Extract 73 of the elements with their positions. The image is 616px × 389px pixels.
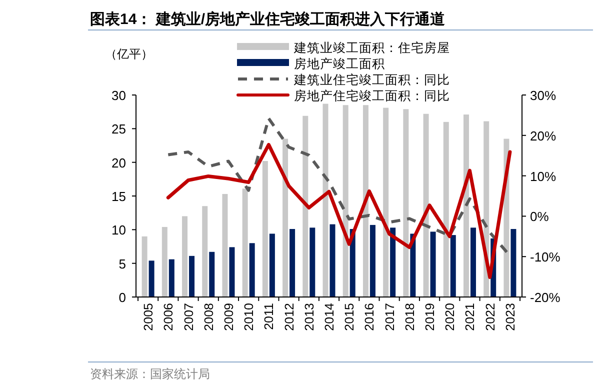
chart-title: 图表14： 建筑业/房地产业住宅竣工面积进入下行通道 <box>90 10 446 28</box>
x-tick-label: 2021 <box>463 302 478 331</box>
bar <box>290 228 296 297</box>
x-tick-label: 2010 <box>242 302 256 331</box>
y-tick-label: 10 <box>112 222 126 238</box>
y-tick-label: 20 <box>112 155 126 170</box>
y-tick-label: 30 <box>112 88 126 103</box>
bar <box>470 228 476 297</box>
bar <box>423 114 429 297</box>
bar <box>202 206 208 297</box>
y-axis-title: （亿平） <box>105 47 153 61</box>
legend-label: 房地产竣工面积 <box>294 56 385 71</box>
bar <box>282 138 288 297</box>
x-tick-label: 2012 <box>282 302 296 331</box>
bar <box>182 216 188 297</box>
x-tick-label: 2017 <box>382 302 397 331</box>
y-tick-label: 5 <box>118 256 126 272</box>
x-tick-label: 2005 <box>142 302 156 331</box>
bar <box>142 236 148 297</box>
bar <box>310 228 316 297</box>
bar <box>269 234 275 297</box>
x-tick-label: 2011 <box>262 302 276 330</box>
x-tick-label: 2015 <box>342 302 357 331</box>
y-tick-label: 15 <box>112 189 126 204</box>
bar <box>302 116 308 297</box>
bar <box>229 247 235 297</box>
bar <box>222 194 228 297</box>
x-tick-label: 2020 <box>443 302 458 331</box>
y2-tick-label: 0% <box>530 209 550 224</box>
bar <box>342 105 348 297</box>
x-tick-label: 2018 <box>402 302 417 331</box>
bar <box>370 224 376 297</box>
bar <box>362 105 368 297</box>
bar <box>330 224 336 297</box>
bar <box>162 226 168 297</box>
x-tick-label: 2022 <box>483 302 498 331</box>
legend-label: 建筑业竣工面积：住宅房屋 <box>293 40 450 55</box>
x-tick-label: 2013 <box>302 302 316 331</box>
x-tick-label: 2023 <box>503 302 518 331</box>
y2-tick-label: 10% <box>530 168 556 184</box>
legend-label: 建筑业住宅竣工面积：同比 <box>293 72 450 87</box>
bar <box>148 260 154 297</box>
bar <box>209 252 215 297</box>
x-tick-label: 2009 <box>222 302 236 331</box>
bar <box>249 243 255 297</box>
legend-label: 房地产住宅竣工面积：同比 <box>294 88 450 103</box>
y2-tick-label: 20% <box>530 128 556 144</box>
text: 资料来源：国家统计局 <box>90 367 210 381</box>
bar <box>443 122 449 297</box>
x-tick-label: 2007 <box>182 302 196 331</box>
bar <box>242 188 248 297</box>
x-tick-label: 2006 <box>162 302 176 331</box>
y2-tick-label: -10% <box>530 250 561 265</box>
bar <box>430 232 436 297</box>
y-tick-label: 25 <box>112 122 126 137</box>
bar <box>189 256 195 297</box>
x-tick-label: 2014 <box>322 302 336 331</box>
bar <box>390 228 396 297</box>
bar <box>463 114 469 297</box>
y-tick-label: 0 <box>118 290 126 305</box>
bar <box>383 108 389 297</box>
x-tick-label: 2019 <box>423 302 438 331</box>
bar <box>403 109 409 297</box>
bar <box>262 160 268 297</box>
y2-tick-label: -20% <box>530 290 561 305</box>
y2-tick-label: 30% <box>530 88 556 103</box>
line-series <box>166 142 512 279</box>
bar <box>510 228 516 297</box>
x-tick-label: 2016 <box>362 302 377 331</box>
bar <box>450 235 456 297</box>
bar <box>322 104 328 297</box>
x-tick-label: 2008 <box>202 302 216 331</box>
bar <box>168 259 174 297</box>
